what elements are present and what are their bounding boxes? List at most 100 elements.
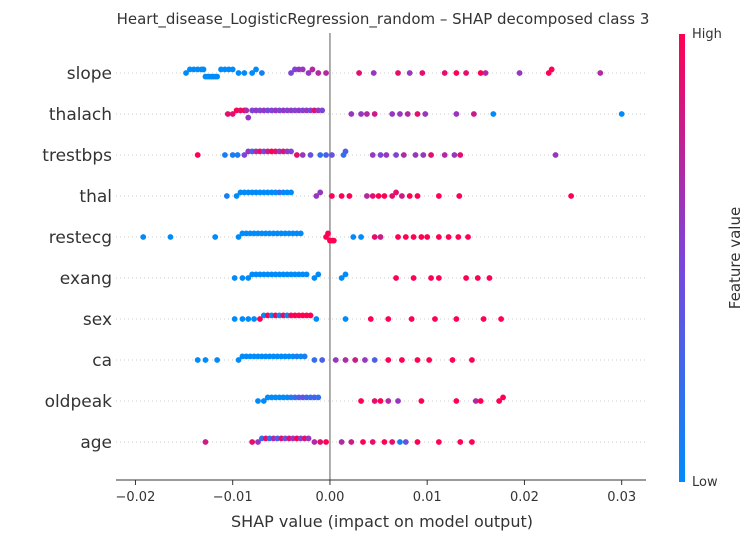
point-restecg	[331, 238, 337, 244]
point-thalach	[348, 111, 354, 117]
point-trestbps	[343, 149, 349, 155]
point-exang	[436, 275, 442, 281]
point-age	[415, 439, 421, 445]
point-thal	[568, 193, 574, 199]
point-trestbps	[457, 152, 463, 158]
point-restecg	[403, 234, 409, 240]
point-thalach	[490, 111, 496, 117]
feature-label-slope: slope	[67, 64, 112, 84]
point-age	[249, 439, 255, 445]
point-oldpeak	[478, 398, 484, 404]
point-age	[339, 439, 345, 445]
feature-label-sex: sex	[83, 310, 112, 330]
point-thal	[399, 193, 405, 199]
point-sex	[245, 316, 251, 322]
point-thalach	[245, 115, 251, 121]
point-exang	[393, 275, 399, 281]
point-slope	[517, 70, 523, 76]
point-thal	[415, 193, 421, 199]
point-restecg	[446, 234, 452, 240]
point-slope	[463, 70, 469, 76]
x-tick-label: −0.02	[116, 490, 156, 505]
point-age	[389, 439, 395, 445]
point-trestbps	[393, 152, 399, 158]
point-oldpeak	[385, 398, 391, 404]
point-thal	[339, 193, 345, 199]
point-thal	[407, 193, 413, 199]
point-age	[436, 439, 442, 445]
point-sex	[308, 313, 314, 319]
point-slope	[356, 70, 362, 76]
point-sex	[453, 316, 459, 322]
point-ca	[372, 357, 378, 363]
point-exang	[411, 275, 417, 281]
point-slope	[407, 70, 413, 76]
point-exang	[487, 275, 493, 281]
x-tick-label: 0.00	[315, 490, 344, 505]
point-age	[360, 439, 366, 445]
point-trestbps	[442, 152, 448, 158]
point-trestbps	[553, 152, 559, 158]
point-slope	[259, 70, 265, 76]
point-trestbps	[370, 152, 376, 158]
point-thal	[346, 193, 352, 199]
point-ca	[319, 357, 325, 363]
point-slope	[395, 70, 401, 76]
point-sex	[232, 316, 238, 322]
feature-label-ca: ca	[92, 351, 112, 371]
point-age	[311, 439, 317, 445]
point-ca	[399, 357, 405, 363]
point-slope	[253, 67, 259, 73]
point-thalach	[389, 111, 395, 117]
x-tick-label: 0.03	[607, 490, 636, 505]
x-tick-label: 0.01	[413, 490, 442, 505]
point-slope	[315, 70, 321, 76]
point-restecg	[298, 231, 304, 237]
point-thal	[393, 190, 399, 196]
point-ca	[469, 357, 475, 363]
point-trestbps	[294, 152, 300, 158]
point-slope	[310, 67, 316, 73]
point-ca	[343, 357, 349, 363]
point-restecg	[465, 234, 471, 240]
point-thalach	[453, 111, 459, 117]
point-ca	[415, 357, 421, 363]
x-axis-ticks: −0.02 −0.01 0.00 0.01 0.02 0.03	[116, 480, 637, 505]
point-slope	[214, 74, 220, 80]
x-tick-label: 0.02	[510, 490, 539, 505]
point-age	[348, 439, 354, 445]
point-restecg	[411, 234, 417, 240]
point-oldpeak	[372, 398, 378, 404]
point-restecg	[424, 234, 430, 240]
point-slope	[483, 70, 489, 76]
point-oldpeak	[418, 398, 424, 404]
point-trestbps	[235, 152, 241, 158]
point-sex	[343, 316, 349, 322]
point-restecg	[372, 234, 378, 240]
point-thal	[376, 193, 382, 199]
point-slope	[442, 70, 448, 76]
point-trestbps	[222, 152, 228, 158]
point-restecg	[168, 234, 174, 240]
point-thal	[317, 190, 323, 196]
point-slope	[453, 70, 459, 76]
point-age	[469, 439, 475, 445]
point-slope	[241, 70, 247, 76]
point-ca	[385, 357, 391, 363]
point-age	[203, 439, 209, 445]
point-oldpeak	[378, 398, 384, 404]
point-ca	[214, 357, 220, 363]
point-slope	[371, 70, 377, 76]
point-trestbps	[420, 152, 426, 158]
point-ca	[362, 357, 368, 363]
point-exang	[240, 275, 246, 281]
point-restecg	[140, 234, 146, 240]
point-ca	[450, 357, 456, 363]
point-sex	[368, 316, 374, 322]
feature-label-exang: exang	[60, 269, 112, 289]
point-thalach	[619, 111, 625, 117]
point-thalach	[243, 108, 249, 114]
point-thal	[364, 193, 370, 199]
point-restecg	[418, 234, 424, 240]
point-thal	[370, 193, 376, 199]
